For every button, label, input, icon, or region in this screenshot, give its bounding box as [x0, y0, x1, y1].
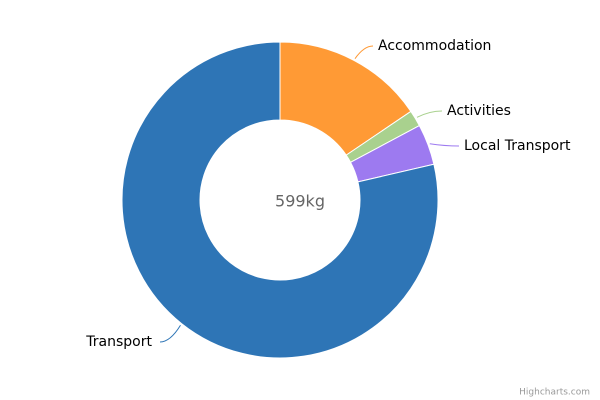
- slice-label: Accommodation: [378, 38, 491, 54]
- slice-label: Transport: [85, 334, 152, 350]
- slice-label: Local Transport: [464, 138, 571, 154]
- connector: [429, 143, 460, 147]
- credit[interactable]: Highcharts.com: [519, 388, 590, 398]
- center-label: 599kg: [275, 192, 325, 211]
- slice-label: Activities: [447, 103, 511, 119]
- connector: [416, 110, 443, 118]
- connector: [159, 325, 181, 343]
- slice: [121, 41, 439, 359]
- connector: [354, 45, 374, 59]
